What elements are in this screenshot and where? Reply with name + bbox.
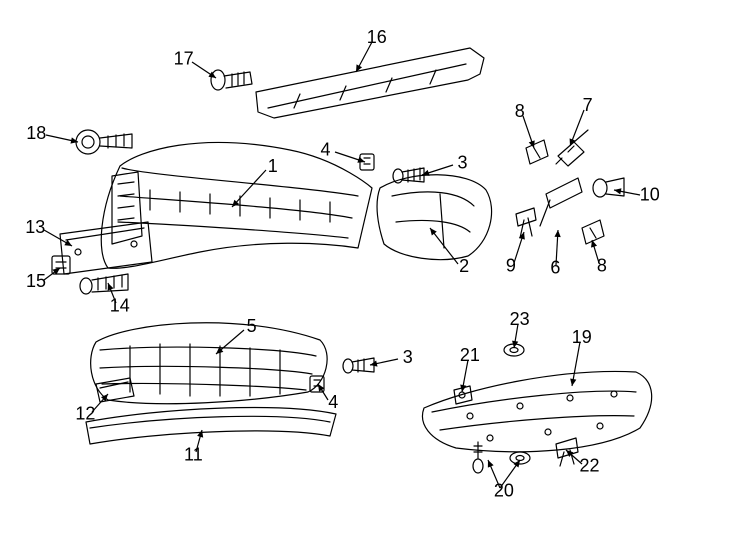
callout-layer: 1233445678891011121314151617181920212223	[25, 27, 660, 500]
part-3-lower	[343, 358, 374, 373]
callout-number-3: 3	[403, 347, 413, 367]
callout-number-18: 18	[26, 123, 46, 143]
callout-number-16: 16	[367, 27, 387, 47]
part-7	[556, 130, 588, 166]
part-11	[86, 408, 336, 444]
part-17	[211, 70, 252, 90]
callout-number-19: 19	[572, 327, 592, 347]
callout-number-17: 17	[174, 49, 194, 69]
callout-number-4: 4	[321, 139, 331, 159]
part-9	[516, 208, 536, 238]
part-16	[256, 48, 484, 118]
callout-number-22: 22	[580, 455, 600, 475]
callout-number-10: 10	[640, 185, 660, 205]
callout-number-3: 3	[458, 153, 468, 173]
part-12	[96, 378, 134, 402]
callout-number-2: 2	[459, 256, 469, 276]
part-1	[101, 142, 372, 268]
part-20b	[510, 452, 530, 464]
callout-number-21: 21	[460, 345, 480, 365]
callout-number-8: 8	[515, 101, 525, 121]
part-8-upper	[526, 140, 548, 164]
part-8-lower	[582, 220, 604, 244]
callout-number-4: 4	[328, 392, 338, 412]
callout-number-23: 23	[510, 309, 530, 329]
part-6	[540, 178, 582, 226]
callout-number-5: 5	[247, 316, 257, 336]
callout-number-15: 15	[26, 271, 46, 291]
part-20a	[473, 442, 483, 473]
callout-number-6: 6	[550, 258, 560, 278]
callout-number-14: 14	[110, 295, 130, 315]
parts-diagram: 1233445678891011121314151617181920212223	[0, 0, 734, 540]
callout-number-11: 11	[184, 445, 203, 465]
callout-number-12: 12	[75, 404, 95, 424]
part-18	[76, 130, 132, 154]
part-14	[80, 274, 128, 294]
part-10	[593, 178, 624, 197]
callout-number-9: 9	[506, 256, 516, 276]
callout-number-1: 1	[268, 156, 278, 176]
callout-number-13: 13	[25, 217, 45, 237]
callout-number-7: 7	[583, 95, 593, 115]
part-13	[60, 222, 152, 274]
callout-number-8: 8	[597, 256, 607, 276]
part-5	[91, 323, 327, 404]
part-2	[377, 175, 492, 260]
part-19	[422, 371, 651, 451]
